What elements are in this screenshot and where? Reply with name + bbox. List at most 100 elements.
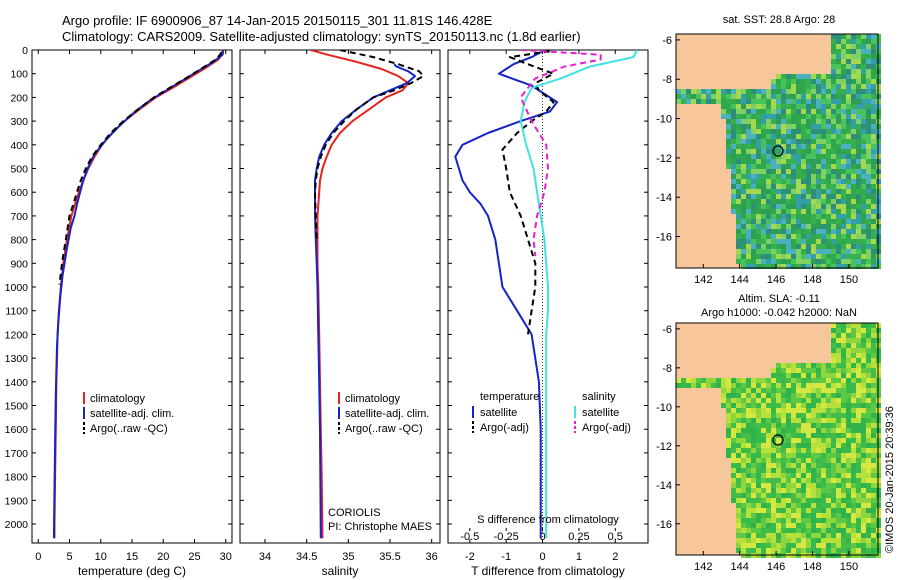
- coriolis-label: CORIOLIS: [328, 507, 381, 519]
- x-tick-label: 30: [220, 551, 232, 563]
- legend-satellite-adj: satellite-adj. clim.: [90, 408, 174, 420]
- y-tick-label: 1100: [5, 306, 28, 318]
- x-tick-label: 1: [576, 551, 582, 563]
- map-y-tick-label: -12: [656, 441, 672, 453]
- map-x-tick-label: 144: [731, 274, 749, 286]
- legend-climatology-s: climatology: [345, 393, 401, 405]
- y-tick-label: 2000: [5, 519, 29, 531]
- x-tick-label: 25: [188, 551, 200, 563]
- difference-legend: temperature salinity satellite Argo(-adj…: [472, 391, 631, 434]
- sla-argo-marker: [772, 434, 784, 446]
- y-tick-label: 1700: [5, 448, 29, 460]
- map-x-tick-label: 142: [694, 561, 712, 573]
- y-tick-label: 100: [10, 69, 28, 81]
- map-y-tick-label: -6: [662, 35, 672, 47]
- difference-xlabel: T difference from climatology: [471, 564, 625, 578]
- x-tick-label: 36: [426, 551, 438, 563]
- y-tick-label: 1200: [5, 329, 29, 341]
- legend-title-salinity: salinity: [582, 391, 616, 403]
- legend-t-argo: Argo(-adj): [480, 422, 529, 434]
- legend-climatology: climatology: [90, 393, 146, 405]
- map-y-tick-label: -8: [662, 74, 672, 86]
- temperature-panel: 0100200300400500600700800900100011001200…: [5, 45, 233, 578]
- map-y-tick-label: -6: [662, 324, 672, 336]
- sst-map-title: sat. SST: 28.8 Argo: 28: [723, 14, 836, 26]
- y-tick-label: 700: [10, 211, 28, 223]
- map-y-tick-label: -16: [656, 232, 672, 244]
- top-tick-label: 0.25: [568, 531, 589, 543]
- legend-s-satellite: satellite: [582, 407, 619, 419]
- series-line-satellite-adj-clim-: [314, 63, 416, 539]
- series-line-argo-adj-: [519, 50, 602, 257]
- legend-title-temperature: temperature: [480, 391, 539, 403]
- top-tick-label: -0.25: [494, 531, 519, 543]
- x-tick-label: 2: [612, 551, 618, 563]
- x-tick-label: 35: [342, 551, 354, 563]
- x-tick-label: 5: [66, 551, 72, 563]
- map-y-tick-label: -14: [656, 192, 672, 204]
- y-tick-label: 800: [10, 235, 28, 247]
- map-x-tick-label: 146: [767, 274, 785, 286]
- map-x-tick-label: 148: [803, 561, 821, 573]
- series-line-argo-raw-qc-: [314, 50, 425, 240]
- top-tick-label: -0.5: [460, 531, 479, 543]
- y-tick-label: 900: [10, 258, 28, 270]
- sla-map: Altim. SLA: -0.11 Argo h1000: -0.042 h20…: [656, 293, 881, 573]
- y-tick-label: 600: [10, 187, 28, 199]
- figure-title-line1: Argo profile: IF 6900906_87 14-Jan-2015 …: [62, 13, 493, 28]
- legend-argo: Argo(..raw -QC): [90, 423, 168, 435]
- map-x-tick-label: 148: [803, 274, 821, 286]
- x-tick-label: 34.5: [296, 551, 317, 563]
- y-tick-label: 200: [10, 92, 28, 104]
- series-line-satellite: [454, 50, 559, 539]
- map-x-tick-label: 150: [840, 561, 858, 573]
- map-x-tick-label: 146: [767, 561, 785, 573]
- map-y-tick-label: -10: [656, 114, 672, 126]
- legend-argo-s: Argo(..raw -QC): [345, 423, 423, 435]
- temperature-legend: climatology satellite-adj. clim. Argo(..…: [83, 392, 174, 435]
- sst-ocean-field: [676, 34, 881, 269]
- y-tick-label: 300: [10, 116, 28, 128]
- map-y-tick-label: -10: [656, 402, 672, 414]
- y-tick-label: 1500: [5, 401, 29, 413]
- y-tick-label: 1800: [5, 472, 29, 484]
- imos-credit: ©IMOS 20-Jan-2015 20:39:36: [884, 406, 896, 553]
- y-tick-label: 1900: [5, 495, 29, 507]
- y-tick-label: 0: [22, 45, 28, 57]
- map-y-tick-label: -14: [656, 480, 672, 492]
- x-tick-label: 15: [126, 551, 138, 563]
- top-tick-label: 0.5: [608, 531, 623, 543]
- map-y-tick-label: -12: [656, 153, 672, 165]
- map-x-tick-label: 142: [694, 274, 712, 286]
- x-tick-label: -2: [465, 551, 475, 563]
- y-tick-label: 1300: [5, 353, 29, 365]
- salinity-legend: climatology satellite-adj. clim. Argo(..…: [338, 392, 429, 435]
- pi-label: PI: Christophe MAES: [328, 521, 432, 533]
- series-line-satellite: [519, 50, 638, 539]
- y-tick-label: 400: [10, 140, 28, 152]
- x-tick-label: 20: [157, 551, 169, 563]
- legend-satellite-adj-s: satellite-adj. clim.: [345, 408, 429, 420]
- temperature-xlabel: temperature (deg C): [78, 564, 186, 578]
- y-tick-label: 1000: [5, 282, 29, 294]
- difference-top-label: S difference from climatology: [477, 514, 619, 526]
- series-line-argo-raw-qc-: [58, 51, 223, 285]
- x-tick-label: 35.5: [379, 551, 400, 563]
- y-tick-label: 1400: [5, 377, 29, 389]
- x-tick-label: 10: [95, 551, 107, 563]
- sla-map-title: Altim. SLA: -0.11: [738, 293, 820, 305]
- y-tick-label: 1600: [5, 424, 29, 436]
- x-tick-label: -1: [501, 551, 511, 563]
- sst-map: sat. SST: 28.8 Argo: 28 142 144 146 148 150 -…: [656, 14, 881, 286]
- legend-s-argo: Argo(-adj): [582, 422, 631, 434]
- y-tick-label: 500: [10, 164, 28, 176]
- salinity-panel: 34 34.5 35 35.5 36 salinity climatology sate…: [239, 49, 441, 578]
- sst-argo-marker: [772, 145, 784, 157]
- map-y-tick-label: -8: [662, 363, 672, 375]
- figure-title-line2: Climatology: CARS2009. Satellite-adjuste…: [62, 29, 581, 44]
- series-line-argo-adj-: [501, 50, 555, 335]
- x-tick-label: 0: [35, 551, 41, 563]
- map-x-tick-label: 150: [840, 274, 858, 286]
